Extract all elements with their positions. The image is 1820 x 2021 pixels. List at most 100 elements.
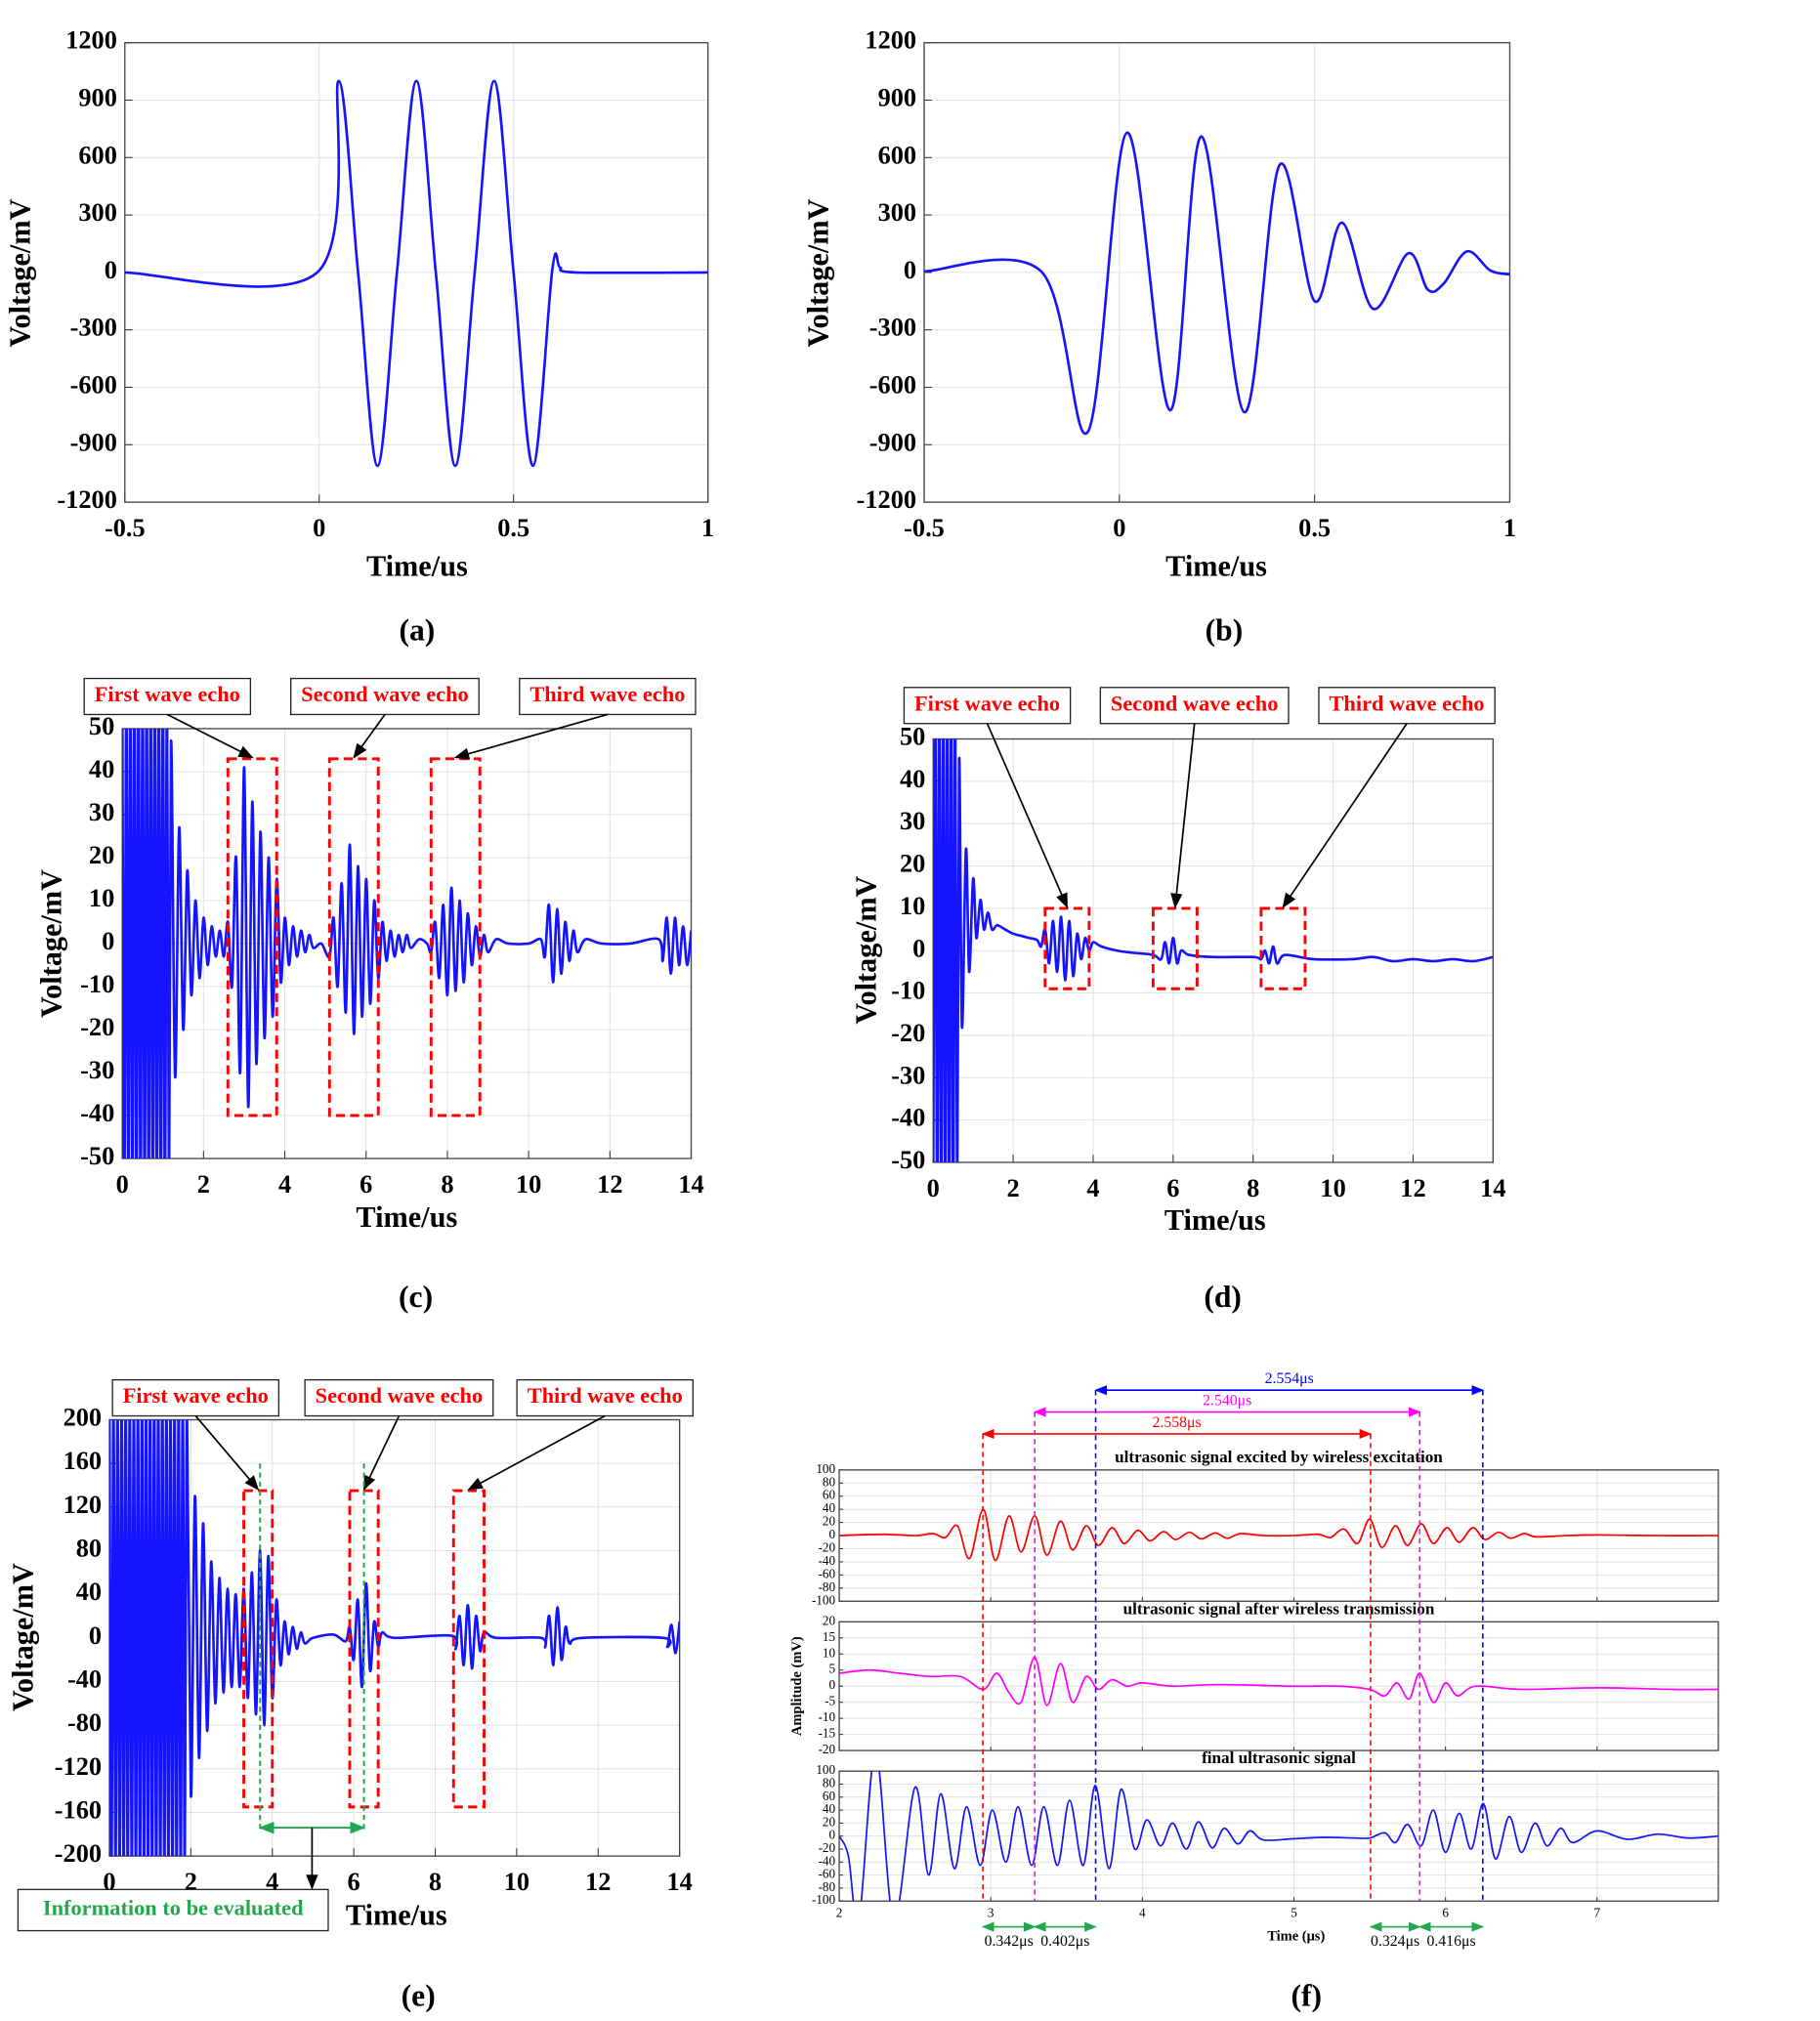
gap-label: 0.402μs	[1040, 1933, 1089, 1950]
y-tick-label: 0	[829, 1677, 836, 1692]
y-tick-label: 5	[829, 1662, 836, 1676]
echo-label-box	[304, 1378, 494, 1417]
y-tick-label: 30	[89, 798, 114, 826]
y-tick-label: 0	[829, 1828, 836, 1842]
caption: (b)	[1206, 613, 1244, 648]
y-tick-label: 1200	[65, 26, 117, 55]
y-tick-label: -100	[812, 1892, 836, 1907]
interval-label: 2.558μs	[1152, 1414, 1201, 1431]
y-tick-label: -1200	[57, 485, 116, 514]
y-tick-label: -900	[70, 428, 117, 456]
x-tick-label: 4	[1086, 1174, 1099, 1202]
echo-box	[1259, 906, 1307, 990]
x-tick-label: 1	[701, 514, 714, 542]
y-tick-label: -20	[819, 1742, 836, 1756]
echo-label-box	[516, 1378, 694, 1417]
x-tick-label: 5	[1291, 1905, 1297, 1919]
waveform	[124, 79, 708, 468]
x-tick-label: 2	[1007, 1174, 1020, 1202]
waveform	[839, 1656, 1718, 1706]
y-tick-label: -10	[891, 977, 925, 1005]
y-tick-label: 0	[829, 1527, 836, 1541]
y-tick-label: -300	[70, 314, 117, 342]
gap-label: 0.342μs	[985, 1933, 1034, 1950]
gap-label: 0.416μs	[1426, 1933, 1475, 1950]
x-tick-label: 8	[429, 1868, 442, 1896]
y-tick-label: -20	[891, 1019, 925, 1047]
y-tick-label: -40	[67, 1665, 102, 1694]
echo-box	[429, 757, 482, 1117]
y-axis-label: Voltage/mV	[6, 1563, 39, 1711]
y-tick-label: -40	[819, 1553, 836, 1568]
echo-label: Third wave echo	[1330, 691, 1485, 715]
y-tick-label: 40	[89, 755, 114, 783]
waveform	[108, 1419, 680, 1857]
echo-label-box	[289, 677, 480, 716]
y-tick-label: -50	[80, 1142, 114, 1170]
x-tick-label: 12	[585, 1868, 611, 1896]
y-tick-label: 10	[89, 884, 114, 912]
y-tick-label: 80	[823, 1474, 836, 1489]
y-tick-label: -200	[55, 1839, 102, 1868]
x-tick-label: 1	[1503, 514, 1516, 542]
y-tick-label: 40	[823, 1500, 836, 1515]
y-tick-label: 100	[816, 1762, 835, 1777]
x-tick-label: 2	[197, 1170, 210, 1199]
y-axis-label: Voltage/mV	[849, 875, 882, 1024]
x-tick-label: 10	[504, 1868, 529, 1896]
gap-label: 0.324μs	[1371, 1933, 1419, 1950]
x-tick-label: 4	[278, 1170, 291, 1199]
y-tick-label: 0	[105, 256, 117, 284]
echo-label: Third wave echo	[529, 682, 685, 706]
y-tick-label: 200	[63, 1404, 103, 1432]
x-axis-label: Time/us	[346, 1898, 447, 1931]
waveform	[839, 1771, 1718, 1902]
y-tick-label: -20	[819, 1540, 836, 1555]
y-tick-label: 120	[63, 1491, 103, 1519]
y-tick-label: -60	[819, 1566, 836, 1580]
x-axis-label: Time/us	[356, 1200, 457, 1234]
echo-label-box	[111, 1378, 280, 1417]
x-tick-label: 6	[360, 1170, 372, 1199]
y-tick-label: -900	[869, 428, 916, 456]
x-tick-label: 6	[1166, 1174, 1179, 1202]
y-tick-label: 20	[823, 1514, 836, 1529]
x-tick-label: 0.5	[497, 514, 529, 542]
x-tick-label: 0	[927, 1174, 940, 1202]
y-tick-label: 600	[78, 141, 117, 169]
y-tick-label: 0	[912, 934, 925, 962]
x-tick-label: 8	[1247, 1174, 1259, 1202]
x-tick-label: 12	[1400, 1174, 1425, 1202]
echo-label-box	[1318, 687, 1496, 725]
y-tick-label: -80	[67, 1708, 102, 1737]
y-tick-label: 0	[89, 1621, 102, 1650]
echo-arrow	[353, 713, 386, 759]
y-tick-label: 600	[878, 141, 917, 169]
x-tick-label: 10	[516, 1170, 541, 1199]
y-tick-label: -30	[891, 1061, 925, 1089]
y-tick-label: -100	[812, 1592, 836, 1607]
y-tick-label: -20	[819, 1840, 836, 1855]
echo-label: First wave echo	[95, 682, 240, 706]
echo-arrow	[986, 723, 1069, 908]
echo-label: First wave echo	[123, 1383, 269, 1408]
y-tick-label: -30	[80, 1056, 114, 1084]
y-tick-label: 60	[823, 1488, 836, 1502]
y-tick-label: 20	[89, 841, 114, 869]
y-tick-label: -60	[819, 1867, 836, 1881]
y-tick-label: 10	[823, 1645, 836, 1660]
echo-arrow	[1170, 723, 1196, 909]
echo-label: Second wave echo	[316, 1383, 484, 1408]
interval-label: 2.554μs	[1265, 1370, 1314, 1387]
y-tick-label: 50	[900, 723, 925, 751]
y-tick-label: -1200	[857, 485, 916, 514]
y-tick-label: 40	[823, 1801, 836, 1816]
y-tick-label: -10	[819, 1709, 836, 1724]
echo-box	[242, 1489, 275, 1809]
y-tick-label: 100	[816, 1461, 835, 1476]
echo-arrow	[467, 1414, 606, 1491]
echo-label-box	[519, 677, 697, 716]
echo-label: Third wave echo	[528, 1383, 683, 1408]
y-tick-label: 900	[878, 84, 917, 112]
